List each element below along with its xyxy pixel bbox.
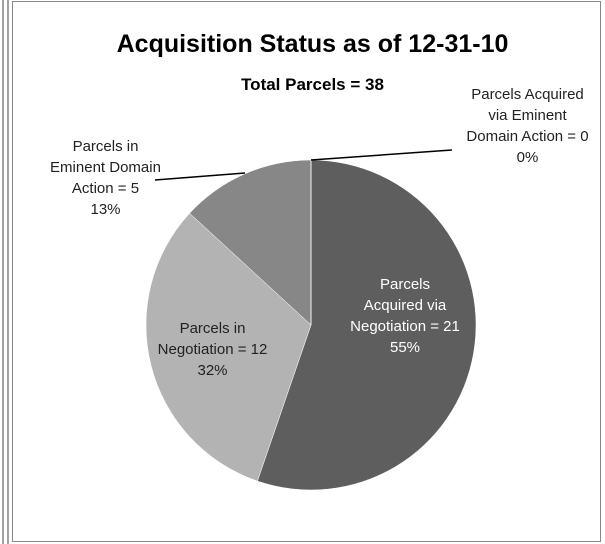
percent-label: 13% [90, 201, 121, 218]
slice-label: Parcels Acquired via Eminent Domain Acti… [465, 84, 590, 168]
percent-label: 32% [197, 362, 228, 379]
slice-label: Parcels in Negotiation = 12 32% [150, 318, 275, 381]
pie-slice [145, 212, 312, 482]
chart-border [12, 1, 601, 542]
value-label: = 5 [117, 180, 140, 197]
percent-label: 55% [389, 339, 421, 356]
slice-label: Parcels Acquired via Negotiation = 21 55% [350, 274, 460, 358]
value-label: = 21 [430, 318, 460, 335]
category-label: Parcels in Negotiation [157, 320, 246, 358]
slice-label: Parcels in Eminent Domain Action = 5 13% [48, 136, 163, 220]
leader-line [154, 172, 246, 181]
chart-title: Acquisition Status as of 12-31-10 [116, 30, 509, 58]
chart-subtitle: Total Parcels = 38 [241, 75, 384, 94]
category-label: Parcels Acquired via Eminent Domain Acti… [466, 86, 584, 145]
category-label: Parcels Acquired via Negotiation [350, 276, 447, 335]
category-label: Parcels in Eminent Domain Action [50, 138, 161, 197]
value-label: = 0 [567, 128, 589, 145]
value-label: = 12 [237, 341, 268, 358]
pie-slice [257, 159, 477, 491]
percent-label: 0% [516, 149, 539, 166]
pie-slice [189, 159, 312, 326]
leader-line [310, 149, 453, 161]
